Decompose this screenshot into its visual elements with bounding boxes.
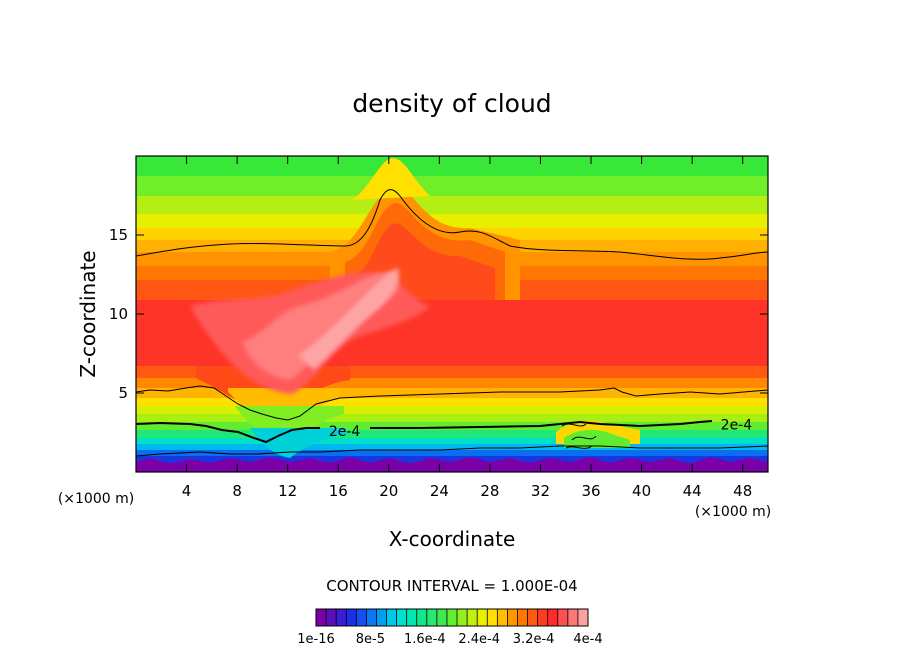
colorbar-tick-label: 1e-16 [297, 632, 335, 647]
colorbar-tick-label: 1.6e-4 [404, 632, 446, 647]
band [136, 438, 768, 444]
band [136, 398, 768, 406]
x-tick-label: 12 [278, 482, 297, 500]
x-tick-label: 24 [430, 482, 449, 500]
colorbar-swatch [316, 609, 327, 626]
low-cloud-green [564, 429, 630, 448]
colorbar-swatch [497, 609, 508, 626]
colorbar-swatch [547, 609, 559, 626]
x-axis-title: X-coordinate [389, 527, 516, 551]
x-tick-label: 48 [733, 482, 752, 500]
y-tick-label: 5 [118, 384, 128, 402]
x-tick-label: 40 [632, 482, 651, 500]
colorbar-swatch [567, 609, 579, 626]
x-tick-label: 44 [683, 482, 702, 500]
plot-area: 2e-4 2e-4 [136, 156, 768, 472]
colorbar-swatch [557, 609, 569, 626]
colorbar-tick-label: 3.2e-4 [513, 632, 555, 647]
band [136, 422, 768, 430]
x-axis-ticks: 4 8 12 16 20 24 28 32 36 40 44 48 [182, 156, 752, 500]
y-tick-label: 10 [109, 305, 128, 323]
chart-title: density of cloud [352, 89, 551, 118]
contour-label: 2e-4 [721, 418, 753, 434]
colorbar-swatch [366, 609, 377, 626]
colorbar-swatch [507, 609, 518, 626]
x-tick-label: 8 [232, 482, 242, 500]
contour-line-lower [136, 445, 768, 457]
colorbar-tick-label: 2.4e-4 [458, 632, 500, 647]
band [136, 378, 768, 388]
colorbar-swatch [406, 609, 418, 626]
colorbar-swatch [537, 609, 549, 626]
colorbar-swatch [326, 609, 337, 626]
colorbar-swatch [436, 609, 448, 626]
band [136, 444, 768, 450]
colorbar-swatch [477, 609, 488, 626]
colorbar-swatch [396, 609, 408, 626]
dense-core-max [298, 268, 399, 370]
x-tick-label: 16 [329, 482, 348, 500]
y-tick-label: 15 [109, 226, 128, 244]
colorbar-swatch [386, 609, 397, 626]
band [136, 406, 768, 414]
x-unit-label-left: (×1000 m) [58, 491, 134, 507]
colorbar-labels: 1e-16 8e-5 1.6e-4 2.4e-4 3.2e-4 4e-4 [297, 632, 602, 647]
colorbar-tick-label: 4e-4 [573, 632, 602, 647]
colorbar-swatch [336, 609, 347, 626]
purple-base [136, 457, 768, 472]
cloud-base-dip-cyan [250, 428, 346, 458]
colorbar-swatch [416, 609, 428, 626]
contour-lines [136, 189, 768, 457]
x-tick-label: 20 [379, 482, 398, 500]
contour-line-2e-4 [136, 420, 713, 444]
contour-line-mid [136, 385, 768, 421]
colorbar-tick-label: 8e-5 [356, 632, 385, 647]
band [136, 456, 768, 462]
y-axis-ticks: 5 10 15 [109, 226, 768, 402]
x-tick-label: 28 [480, 482, 499, 500]
band [136, 388, 768, 398]
colorbar-swatch [346, 609, 357, 626]
colorbar-swatch [376, 609, 387, 626]
x-tick-label: 36 [581, 482, 600, 500]
colorbar-swatch [426, 609, 438, 626]
x-tick-label: 4 [182, 482, 192, 500]
colorbar [315, 608, 589, 627]
colorbar-frame [315, 608, 589, 627]
contour-line-upper [136, 189, 768, 260]
band [136, 414, 768, 422]
colorbar-swatch [356, 609, 367, 626]
contour-labels: 2e-4 2e-4 [329, 418, 753, 440]
colorbar-swatch [577, 609, 589, 626]
contour-noise [561, 423, 597, 449]
band [136, 196, 768, 214]
band [136, 214, 768, 228]
band [136, 450, 768, 456]
band [136, 176, 768, 196]
colorbar-swatch [446, 609, 458, 626]
dense-core-inner [242, 272, 399, 380]
colorbar-swatch [467, 609, 478, 626]
cloud-top-yellow [352, 158, 430, 200]
band [136, 430, 768, 438]
y-axis-title: Z-coordinate [76, 250, 100, 377]
cloud-base-dip-green [236, 406, 344, 448]
colorbar-swatch [517, 609, 528, 626]
colorbar-swatch [487, 609, 498, 626]
x-unit-label-right: (×1000 m) [695, 504, 771, 520]
colorbar-swatch [527, 609, 539, 626]
x-tick-label: 32 [531, 482, 550, 500]
band-top [136, 156, 768, 176]
contour-label: 2e-4 [329, 424, 361, 440]
contour-interval-text: CONTOUR INTERVAL = 1.000E-04 [326, 577, 577, 595]
density-field [136, 156, 768, 472]
colorbar-swatch [457, 609, 468, 626]
